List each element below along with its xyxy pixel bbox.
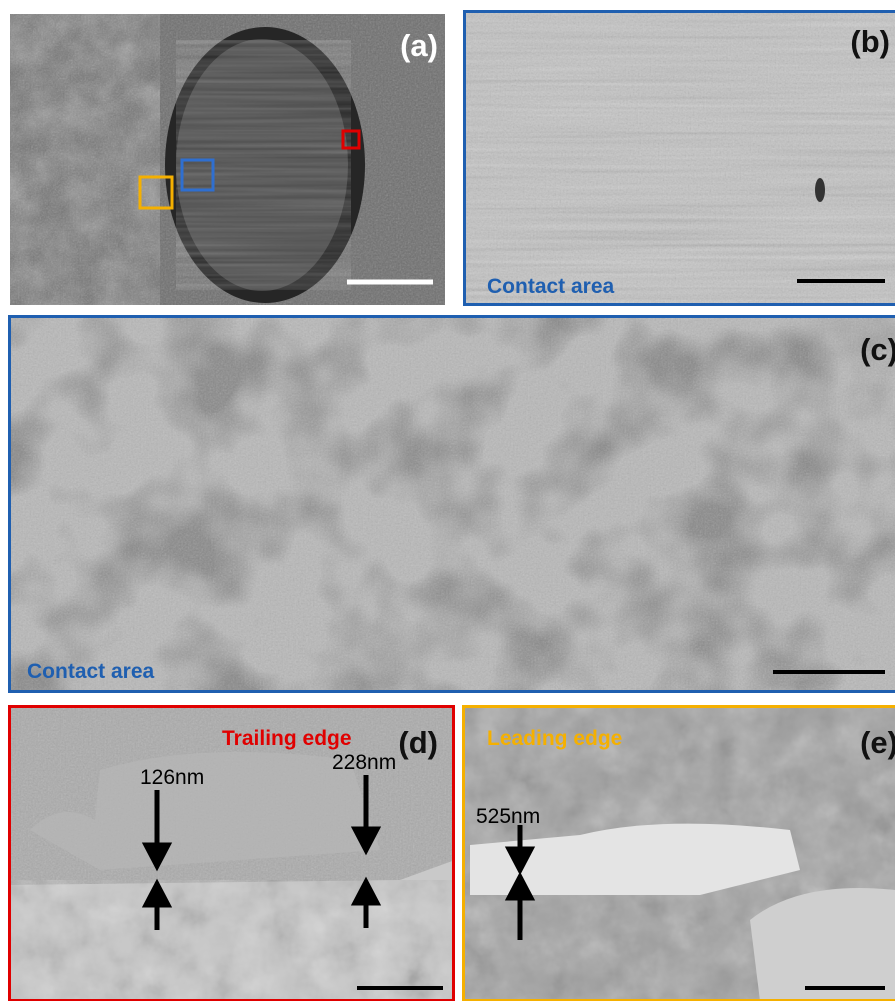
panel-label: (d): [398, 725, 438, 760]
measurement: 525nm: [476, 805, 540, 828]
panel-label: (b): [850, 24, 890, 59]
panel-a: (a): [10, 14, 445, 305]
panel-d: 126nm 228nm Trailing edge (d): [8, 705, 455, 1001]
panel-b: Contact area (b): [463, 10, 895, 305]
panel-label: (c): [860, 332, 895, 367]
panel-label: (e): [860, 725, 895, 760]
panel-e: 525nm Leading edge (e): [462, 705, 895, 1001]
panel-c: Contact area (c): [8, 315, 895, 693]
panel-caption: Contact area: [27, 660, 155, 683]
figure: (a) Contact area (b) Contact area (c): [0, 0, 895, 1001]
panel-label: (a): [400, 28, 438, 63]
measurement: 126nm: [140, 766, 204, 789]
panel-caption: Trailing edge: [222, 727, 352, 750]
panel-caption: Leading edge: [487, 727, 622, 750]
panel-caption: Contact area: [487, 275, 615, 298]
measurement: 228nm: [332, 751, 396, 774]
